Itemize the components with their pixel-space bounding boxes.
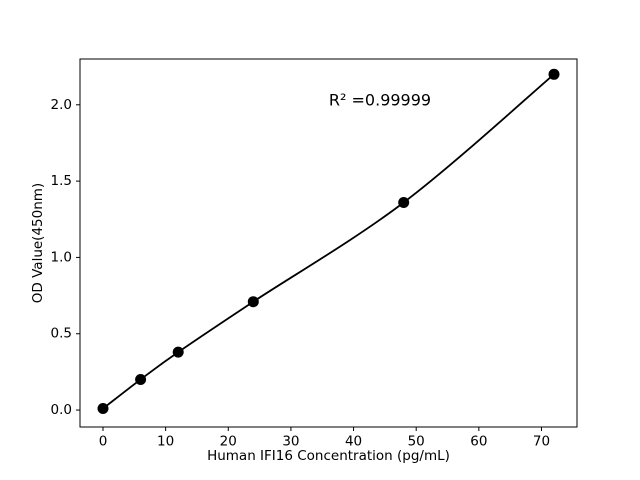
data-point xyxy=(172,346,184,358)
x-tick-label: 40 xyxy=(345,434,362,450)
x-tick-label: 70 xyxy=(533,434,550,450)
y-tick-label: 0.0 xyxy=(51,402,72,418)
data-point xyxy=(548,68,560,80)
x-tick-label: 50 xyxy=(408,434,425,450)
data-point xyxy=(398,197,410,208)
data-point xyxy=(247,296,259,308)
plot-frame xyxy=(79,58,578,428)
x-tick-label: 0 xyxy=(99,434,108,450)
y-tick-label: 2.0 xyxy=(51,97,72,113)
x-tick-label: 10 xyxy=(157,434,174,450)
x-tick-label: 30 xyxy=(282,434,299,450)
y-tick-label: 0.5 xyxy=(51,326,72,342)
x-tick-label: 60 xyxy=(470,434,487,450)
y-axis-label: OD Value(450nm) xyxy=(30,182,46,304)
x-axis-label: Human IFI16 Concentration (pg/mL) xyxy=(207,448,450,464)
x-tick-label: 20 xyxy=(220,434,237,450)
fit-line xyxy=(102,73,555,410)
data-point xyxy=(97,403,109,414)
y-tick-label: 1.0 xyxy=(51,249,72,265)
y-tick-label: 1.5 xyxy=(51,173,72,189)
r-squared-annotation: R² =0.99999 xyxy=(328,90,432,110)
data-point xyxy=(135,374,147,385)
